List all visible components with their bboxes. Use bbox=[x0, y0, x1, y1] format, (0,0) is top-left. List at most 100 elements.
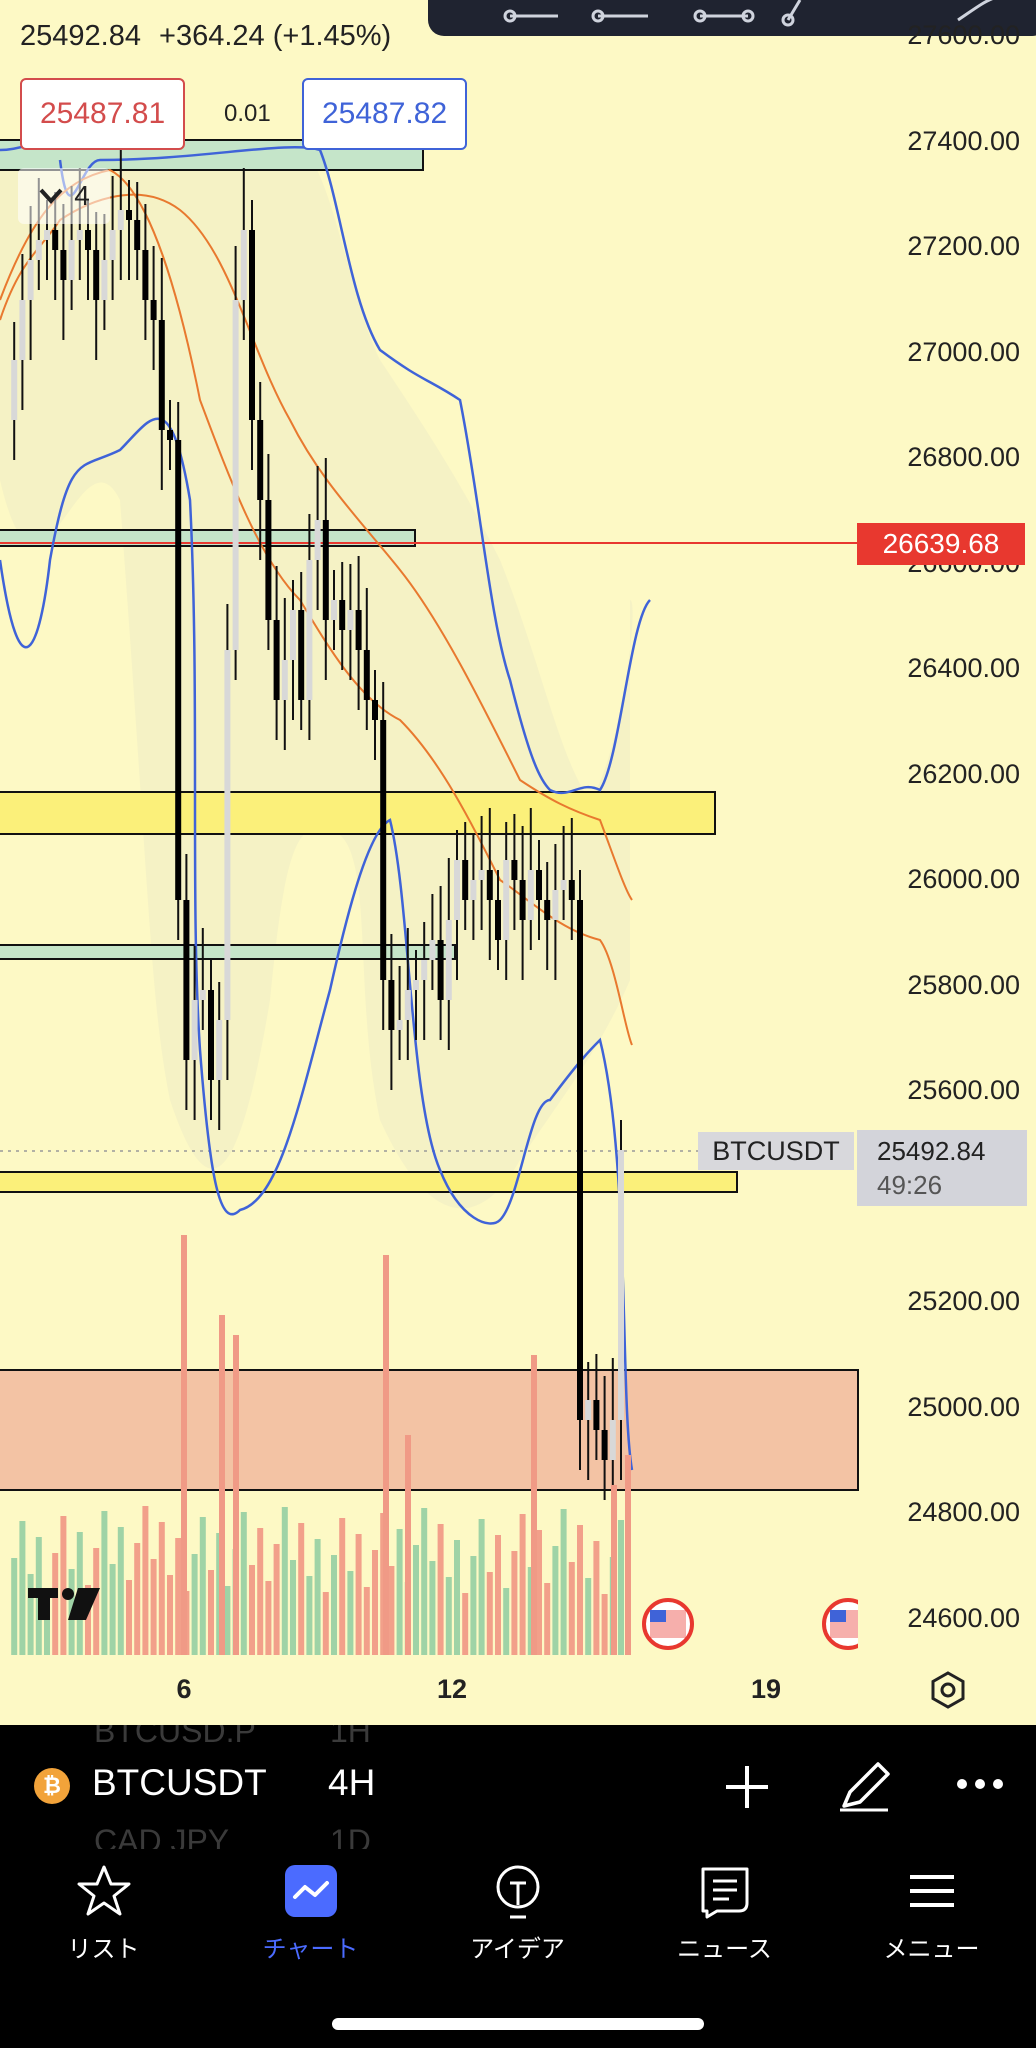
price-tick-label: 25800.00 bbox=[907, 969, 1020, 1000]
price-chart[interactable] bbox=[0, 0, 1036, 1725]
volume-bar bbox=[511, 1551, 518, 1655]
candle-body bbox=[60, 250, 67, 280]
candle-body bbox=[85, 230, 91, 250]
candle-body bbox=[68, 240, 75, 280]
chart-area[interactable]: 25492.84 +364.24 (+1.45%) 25487.81 0.01 … bbox=[0, 0, 1036, 1725]
candle-body bbox=[429, 940, 436, 960]
volume-bar bbox=[531, 1355, 537, 1655]
price-tick-label: 25600.00 bbox=[907, 1075, 1020, 1105]
date-tick-label: 19 bbox=[750, 1674, 782, 1704]
volume-bar bbox=[577, 1525, 583, 1655]
volume-bar bbox=[552, 1546, 559, 1655]
bollinger-upper bbox=[58, 145, 651, 795]
volume-bar bbox=[273, 1544, 280, 1655]
candle-body bbox=[413, 980, 419, 990]
candle-body bbox=[273, 620, 280, 700]
volume-bar bbox=[585, 1578, 592, 1655]
symbol-bar[interactable]: BTCUSD.P 1H CAD JPY 1D bbox=[0, 1725, 1036, 1849]
volume-bar bbox=[519, 1514, 526, 1655]
tab-label: アイデア bbox=[470, 1936, 565, 1963]
symbol-tag: BTCUSDT bbox=[698, 1132, 854, 1170]
candle-body bbox=[470, 880, 477, 900]
demand-zone bbox=[0, 1369, 859, 1491]
drawing-toolbar[interactable] bbox=[428, 0, 1036, 36]
tab-menu[interactable]: メニュー bbox=[828, 1849, 1035, 1979]
price-tick-label: 27600.00 bbox=[907, 20, 1020, 50]
candle-body bbox=[503, 860, 510, 940]
date-tick-label: 12 bbox=[436, 1674, 468, 1704]
volume-bar bbox=[181, 1235, 187, 1655]
buy-button[interactable]: 25487.82 bbox=[302, 78, 468, 150]
tab-ideas[interactable]: アイデア bbox=[414, 1849, 621, 1979]
plus-icon[interactable] bbox=[722, 1762, 772, 1812]
volume-bar bbox=[625, 1455, 631, 1655]
candle-body bbox=[322, 520, 329, 620]
tab-label: ニュース bbox=[677, 1936, 772, 1963]
bollinger-band-fill bbox=[0, 150, 633, 1209]
candle-body bbox=[298, 610, 305, 700]
volume-bar bbox=[339, 1518, 346, 1655]
sell-price: 25487.81 bbox=[40, 97, 166, 130]
alert-price-label[interactable]: 26639.68 bbox=[857, 523, 1025, 565]
volume-bar bbox=[527, 1567, 534, 1655]
candle-body bbox=[265, 500, 272, 620]
volume-bar bbox=[44, 1590, 50, 1655]
candle-body bbox=[585, 1400, 592, 1420]
candle-body bbox=[396, 1020, 403, 1030]
buy-price: 25487.82 bbox=[322, 97, 448, 130]
candle-body bbox=[339, 600, 346, 630]
last-price: 25492.84 bbox=[20, 20, 141, 52]
volume-bar bbox=[117, 1527, 124, 1655]
volume-bar bbox=[601, 1594, 608, 1655]
bollinger-lower bbox=[0, 417, 634, 1471]
more-icon[interactable] bbox=[956, 1776, 1004, 1792]
volume-bar bbox=[470, 1556, 477, 1655]
volume-bar bbox=[454, 1540, 460, 1655]
candle-body bbox=[306, 560, 313, 700]
candle-body bbox=[568, 880, 575, 900]
tab-news[interactable]: ニュース bbox=[621, 1849, 828, 1979]
volume-bar bbox=[544, 1583, 551, 1655]
drawing-tools-icon bbox=[503, 0, 994, 27]
volume-bar bbox=[495, 1535, 501, 1655]
volume-bar bbox=[486, 1572, 493, 1655]
interval-selector[interactable]: 4H bbox=[328, 1762, 376, 1803]
volume-bar bbox=[257, 1528, 264, 1655]
candle-body bbox=[93, 250, 100, 300]
price-tick-label: 25200.00 bbox=[907, 1286, 1020, 1316]
volume-bar bbox=[618, 1520, 624, 1655]
candle-body bbox=[478, 870, 485, 880]
candle-body bbox=[511, 860, 518, 880]
candle-body bbox=[593, 1400, 600, 1430]
menu-icon bbox=[909, 1875, 954, 1907]
candle-body bbox=[355, 610, 362, 650]
volume-bar bbox=[298, 1523, 305, 1655]
candle-body bbox=[232, 300, 239, 650]
candle-body bbox=[109, 230, 116, 260]
candle-body bbox=[191, 1000, 198, 1060]
candle-body bbox=[216, 1020, 223, 1080]
indicator-toggle[interactable]: 4 bbox=[18, 168, 110, 224]
pen-icon[interactable] bbox=[836, 1758, 892, 1814]
tab-bar[interactable]: リスト チャート アイデア ニュース メニュー bbox=[0, 1849, 1036, 2048]
settings-icon[interactable] bbox=[928, 1670, 968, 1715]
tab-label: リスト bbox=[67, 1936, 140, 1963]
candle-body bbox=[167, 430, 173, 440]
candle-body bbox=[372, 700, 378, 720]
candle-body bbox=[224, 650, 231, 1020]
candle-body bbox=[486, 870, 493, 900]
tab-chart[interactable]: チャート bbox=[207, 1849, 414, 1979]
ghost-interval: 1D bbox=[330, 1823, 371, 1849]
candle-body bbox=[183, 900, 190, 1060]
symbol-name[interactable]: BTCUSDT bbox=[92, 1762, 267, 1803]
sell-button[interactable]: 25487.81 bbox=[20, 78, 186, 150]
candle-body bbox=[35, 240, 42, 260]
price-tick-label: 26000.00 bbox=[907, 864, 1020, 894]
volume-bar bbox=[142, 1506, 149, 1655]
tab-list[interactable]: リスト bbox=[0, 1849, 207, 1979]
volume-bar bbox=[11, 1558, 18, 1655]
candle-body bbox=[552, 890, 559, 920]
candle-body bbox=[281, 660, 288, 700]
volume-bar bbox=[281, 1507, 288, 1655]
volume-bar bbox=[478, 1519, 485, 1655]
